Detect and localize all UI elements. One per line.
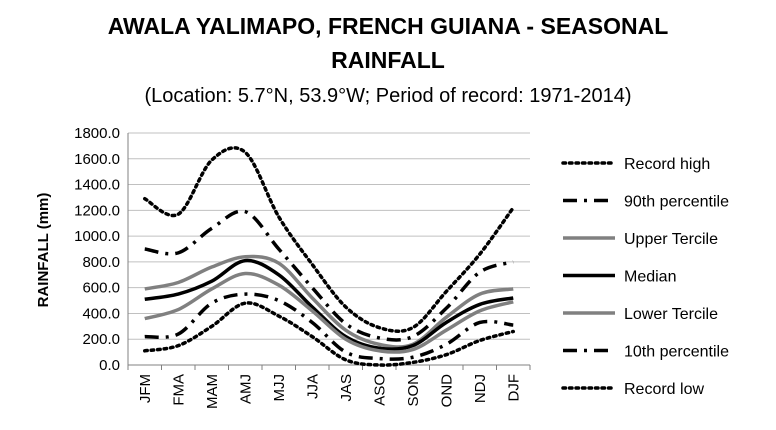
x-tick-label: MAM — [204, 374, 221, 409]
legend-label: 90th percentile — [624, 194, 729, 211]
series-line-1 — [144, 209, 514, 342]
legend-label: Record high — [624, 156, 710, 173]
x-tick-label: JAS — [338, 374, 355, 402]
axes — [127, 133, 531, 370]
series-line-3 — [144, 258, 514, 351]
y-tick-label: 1800.0 — [74, 125, 120, 142]
legend-label: Median — [624, 269, 676, 286]
y-tick-label: 1200.0 — [74, 202, 120, 219]
y-tick-label: 800.0 — [82, 254, 120, 271]
x-tick-label: JFM — [137, 374, 154, 403]
series-line-0 — [143, 146, 515, 333]
x-tick-label: SON — [405, 374, 422, 407]
x-tick-label: MJJ — [271, 374, 288, 402]
x-tick-label: FMA — [170, 374, 187, 406]
y-axis-label: RAINFALL (mm) — [35, 193, 52, 308]
legend-label: 10th percentile — [624, 344, 729, 361]
x-tick-label: JJA — [304, 374, 321, 399]
y-tick-label: 0.0 — [99, 357, 120, 374]
y-tick-label: 400.0 — [82, 305, 120, 322]
x-tick-label: AMJ — [237, 374, 254, 404]
x-tick-labels: JFM FMA MAM AMJ MJJ JJA JAS ASO SON OND NDJ DJF — [137, 374, 523, 409]
y-tick-label: 1600.0 — [74, 151, 120, 168]
y-tick-labels: 0.0 200.0 400.0 600.0 800.0 1000.0 1200.0 1400.… — [74, 125, 120, 374]
x-tick-label: OND — [438, 374, 455, 408]
x-tick-label: ASO — [371, 374, 388, 406]
series-line-4 — [144, 271, 514, 354]
legend: Record high 90th percentile Upper Tercile M… — [561, 156, 729, 398]
series-line-6 — [143, 301, 515, 367]
y-tick-label: 200.0 — [82, 331, 120, 348]
chart-title-line1: AWALA YALIMAPO, FRENCH GUIANA - SEASONAL — [108, 13, 669, 39]
y-tick-label: 1400.0 — [74, 177, 120, 194]
y-tick-label: 1000.0 — [74, 228, 120, 245]
x-tick-label: DJF — [505, 374, 522, 402]
legend-label: Record low — [624, 381, 704, 398]
x-tick-label: NDJ — [472, 374, 489, 403]
y-tick-label: 600.0 — [82, 280, 120, 297]
chart-title-line2: RAINFALL — [331, 47, 445, 73]
legend-label: Upper Tercile — [624, 231, 718, 248]
series-lines — [143, 146, 515, 367]
series-line-2 — [144, 254, 514, 349]
chart-subtitle: (Location: 5.7°N, 53.9°W; Period of reco… — [144, 85, 631, 107]
series-line-5 — [144, 292, 514, 361]
legend-label: Lower Tercile — [624, 306, 718, 323]
